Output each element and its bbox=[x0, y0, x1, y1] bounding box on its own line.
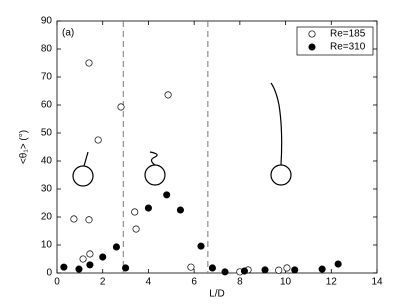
x-axis-label: L/D bbox=[209, 289, 225, 300]
point bbox=[221, 268, 229, 276]
x-tick-label: 8 bbox=[237, 277, 243, 288]
point bbox=[86, 250, 94, 258]
point bbox=[163, 191, 171, 199]
point bbox=[86, 261, 94, 269]
x-tick-label: 0 bbox=[54, 277, 60, 288]
point bbox=[176, 206, 184, 214]
point bbox=[117, 103, 125, 111]
y-tick-label: 80 bbox=[41, 44, 53, 55]
legend-marker bbox=[308, 43, 316, 51]
point bbox=[132, 225, 140, 233]
point bbox=[291, 266, 299, 274]
legend-marker bbox=[308, 30, 316, 38]
wake-sketch bbox=[149, 151, 158, 166]
sphere-sketch bbox=[270, 164, 292, 186]
y-tick-label: 0 bbox=[46, 268, 52, 279]
point bbox=[70, 215, 78, 223]
point bbox=[208, 264, 216, 272]
point bbox=[240, 267, 248, 275]
legend: Re=185 Re=310 bbox=[296, 26, 374, 56]
y-tick-label: 50 bbox=[41, 128, 53, 139]
y-tick-label: 70 bbox=[41, 72, 53, 83]
wake-sketch bbox=[83, 151, 89, 167]
y-tick-label: 60 bbox=[41, 100, 53, 111]
sphere-sketch bbox=[72, 165, 94, 187]
point bbox=[144, 204, 152, 212]
point bbox=[60, 263, 68, 271]
point bbox=[99, 253, 107, 261]
point bbox=[131, 208, 139, 216]
wake-sketch bbox=[270, 82, 283, 166]
point bbox=[164, 91, 172, 99]
point bbox=[85, 59, 93, 67]
annotation: (a) bbox=[62, 28, 74, 39]
sketches bbox=[72, 82, 292, 187]
plot-frame bbox=[56, 20, 378, 274]
sphere-sketch bbox=[144, 164, 166, 186]
point bbox=[261, 266, 269, 274]
point bbox=[334, 260, 342, 268]
point bbox=[79, 255, 87, 263]
legend-label: Re=310 bbox=[330, 42, 366, 53]
y-tick-label: 30 bbox=[41, 184, 53, 195]
x-tick-label: 2 bbox=[100, 277, 106, 288]
x-tick-label: 4 bbox=[146, 277, 152, 288]
point bbox=[94, 136, 102, 144]
y-tick-label: 20 bbox=[41, 212, 53, 223]
point bbox=[318, 265, 326, 273]
point bbox=[275, 266, 283, 274]
x-tick-label: 10 bbox=[280, 277, 292, 288]
point bbox=[187, 263, 195, 271]
y-axis-label: <θ₁> (°) bbox=[19, 130, 30, 164]
point bbox=[197, 242, 205, 250]
y-tick-label: 10 bbox=[41, 240, 53, 251]
x-tick-label: 6 bbox=[191, 277, 197, 288]
point bbox=[85, 216, 93, 224]
point bbox=[112, 243, 120, 251]
y-tick-label: 90 bbox=[41, 16, 53, 27]
y-tick-label: 40 bbox=[41, 156, 53, 167]
point bbox=[75, 265, 83, 273]
point bbox=[283, 264, 291, 272]
x-tick-label: 12 bbox=[326, 277, 338, 288]
x-tick-label: 14 bbox=[371, 277, 383, 288]
point bbox=[122, 264, 130, 272]
legend-label: Re=185 bbox=[330, 29, 366, 40]
